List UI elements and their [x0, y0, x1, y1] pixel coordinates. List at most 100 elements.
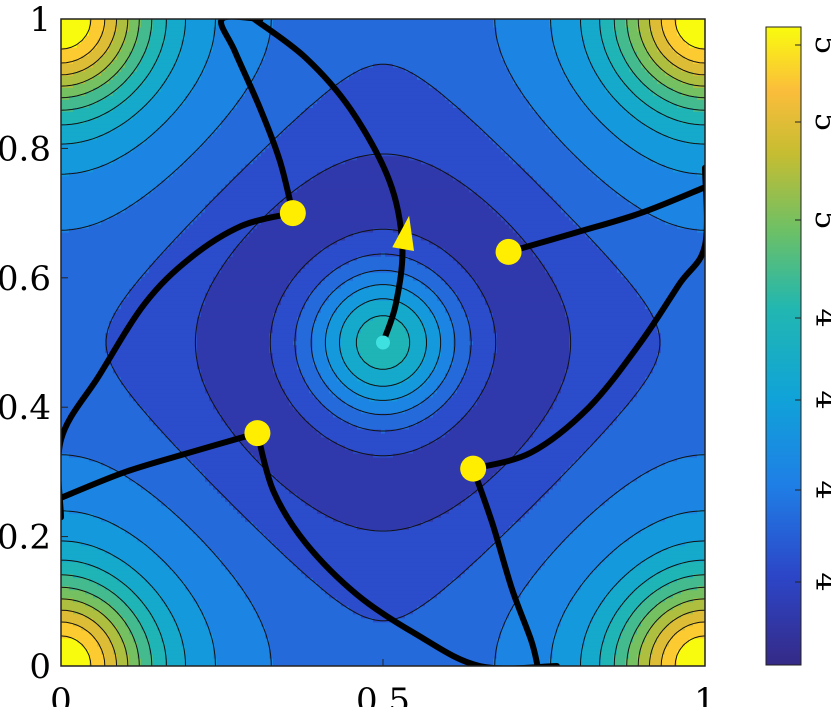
contour-cell [65, 320, 70, 326]
contour-cell [129, 521, 134, 526]
contour-cell [153, 296, 158, 301]
contour-cell [93, 23, 98, 28]
contour-cell [89, 179, 94, 185]
contour-cell [69, 292, 74, 297]
contour-cell [161, 340, 166, 346]
contour-cell [101, 513, 106, 518]
contour-cell [169, 461, 174, 466]
contour-cell [61, 344, 66, 350]
contour-cell [117, 649, 122, 655]
contour-cell [165, 87, 170, 92]
contour-cell [141, 565, 146, 571]
contour-cell [149, 352, 154, 358]
contour-cell [77, 332, 82, 338]
contour-cell [77, 565, 82, 571]
contour-cell [149, 95, 154, 100]
contour-cell [69, 436, 74, 442]
contour-cell [73, 601, 78, 607]
contour-cell [181, 621, 186, 627]
contour-cell [89, 264, 94, 269]
contour-cell [141, 135, 146, 141]
contour-cell [89, 103, 94, 109]
contour-cell [177, 461, 182, 466]
contour-cell [141, 264, 146, 269]
contour-cell [161, 348, 166, 354]
contour-cell [161, 304, 166, 309]
contour-cell [169, 231, 174, 237]
contour-cell [161, 67, 166, 72]
contour-cell [97, 284, 102, 289]
contour-cell [121, 67, 126, 72]
contour-cell [133, 589, 138, 595]
contour-cell [77, 461, 82, 466]
contour-cell [133, 79, 138, 84]
contour-cell [185, 657, 190, 663]
contour-cell [137, 633, 142, 639]
contour-cell [157, 376, 162, 382]
contour-cell [141, 469, 146, 474]
contour-cell [105, 223, 110, 229]
contour-cell [181, 649, 186, 655]
contour-cell [137, 561, 142, 567]
contour-cell [109, 183, 114, 189]
contour-cell [117, 645, 122, 651]
contour-cell [117, 219, 122, 225]
contour-cell [153, 71, 158, 76]
contour-cell [81, 296, 86, 301]
contour-cell [121, 440, 126, 446]
contour-cell [141, 187, 146, 193]
contour-cell [93, 453, 98, 458]
contour-cell [161, 448, 166, 454]
contour-cell [121, 653, 126, 659]
contour-cell [117, 589, 122, 595]
contour-cell [73, 537, 78, 543]
contour-cell [181, 601, 186, 607]
contour-cell [169, 400, 174, 406]
contour-cell [173, 171, 178, 177]
contour-cell [137, 448, 142, 454]
contour-cell [125, 453, 130, 458]
contour-cell [181, 219, 186, 225]
contour-cell [109, 272, 114, 277]
contour-cell [137, 649, 142, 655]
contour-cell [129, 55, 134, 60]
contour-cell [129, 19, 134, 24]
contour-cell [149, 432, 154, 438]
contour-cell [141, 569, 146, 575]
contour-cell [157, 408, 162, 414]
contour-cell [97, 87, 102, 92]
contour-cell [101, 308, 106, 313]
contour-cell [169, 481, 174, 486]
contour-cell [173, 420, 178, 426]
contour-cell [121, 111, 126, 117]
contour-cell [177, 111, 182, 117]
contour-cell [181, 380, 186, 386]
contour-cell [85, 529, 90, 534]
contour-cell [181, 561, 186, 567]
contour-cell [117, 272, 122, 277]
contour-cell [65, 127, 70, 133]
contour-cell [81, 517, 86, 522]
contour-cell [133, 191, 138, 197]
contour-cell [101, 252, 106, 257]
contour-cell [173, 248, 178, 253]
contour-cell [65, 183, 70, 189]
contour-cell [157, 131, 162, 137]
contour-cell [85, 296, 90, 301]
contour-cell [109, 131, 114, 137]
contour-cell [161, 91, 166, 96]
contour-cell [165, 336, 170, 342]
contour-cell [85, 268, 90, 273]
contour-cell [121, 505, 126, 510]
contour-cell [101, 55, 106, 60]
contour-cell [173, 316, 178, 321]
contour-cell [133, 420, 138, 426]
contour-cell [85, 549, 90, 555]
contour-cell [125, 308, 130, 313]
contour-cell [165, 577, 170, 583]
contour-cell [69, 649, 74, 655]
contour-cell [97, 83, 102, 88]
contour-cell [177, 521, 182, 526]
contour-cell [77, 465, 82, 470]
contour-cell [81, 372, 86, 378]
